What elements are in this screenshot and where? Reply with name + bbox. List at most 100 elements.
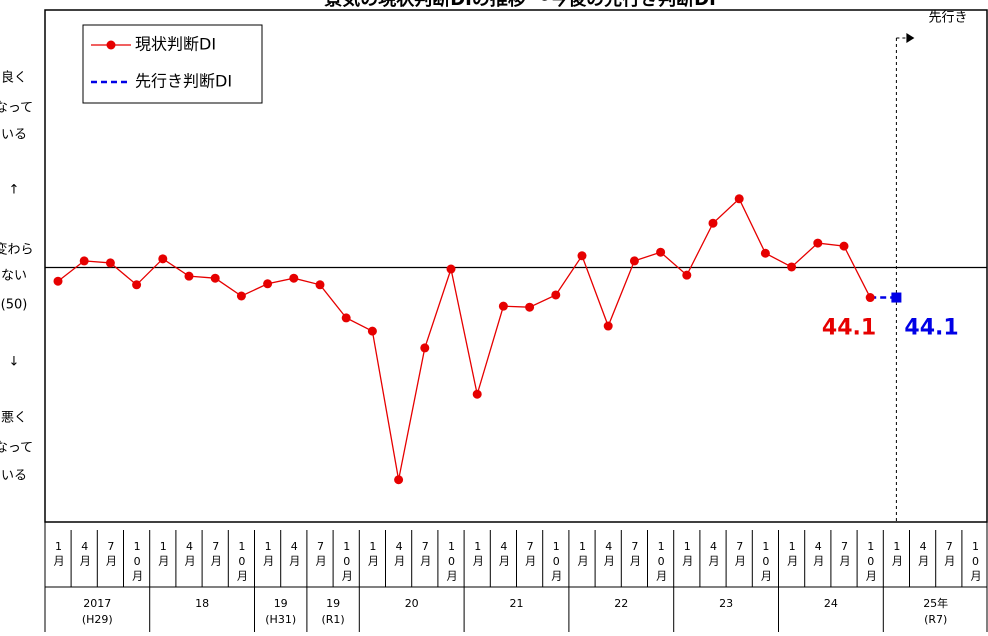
marker [577, 251, 587, 261]
x-tick-label: 4月 [707, 540, 720, 568]
x-group-label: 23 [719, 597, 733, 610]
x-tick-label: 1月 [52, 540, 65, 568]
marker [184, 271, 194, 281]
x-tick-label: 7月 [733, 540, 746, 568]
x-tick-label: 1月 [471, 540, 484, 568]
marker [708, 218, 718, 228]
y-side-label: いる [1, 469, 27, 484]
marker [289, 273, 299, 283]
marker [367, 326, 377, 336]
x-group-label: 24 [824, 597, 838, 610]
forecast-label: 先行き [928, 11, 967, 26]
x-tick-label: 7月 [419, 540, 432, 568]
marker [498, 301, 508, 311]
x-tick-label: 7月 [838, 540, 851, 568]
value-label: 44.1 [904, 316, 958, 341]
x-tick-label: 10月 [969, 540, 982, 583]
legend-label: 先行き判断DI [135, 72, 232, 91]
x-tick-label: 4月 [812, 540, 825, 568]
x-group-label: 19 [326, 597, 340, 610]
marker [865, 293, 875, 303]
x-tick-label: 10月 [235, 540, 248, 583]
y-side-label: ↓ [9, 355, 20, 370]
x-tick-label: 4月 [917, 540, 930, 568]
marker [813, 238, 823, 248]
marker [79, 256, 89, 266]
x-tick-label: 7月 [314, 540, 327, 568]
x-tick-label: 10月 [655, 540, 668, 583]
forecast-arrowhead [906, 33, 915, 43]
x-tick-label: 7月 [209, 540, 222, 568]
x-group-sublabel: (H31) [265, 613, 296, 626]
marker [394, 475, 404, 485]
y-side-label: なって [0, 441, 33, 456]
chart-title: 景気の現状判断DIの推移 ～今後の先行き判断DI [324, 0, 716, 10]
x-tick-label: 10月 [759, 540, 772, 583]
x-tick-label: 1月 [576, 540, 589, 568]
x-tick-label: 4月 [602, 540, 615, 568]
x-group-label: 19 [274, 597, 288, 610]
x-tick-label: 4月 [393, 540, 406, 568]
marker [132, 280, 142, 290]
x-group-sublabel: (H29) [82, 613, 113, 626]
y-side-label: 良く [1, 70, 27, 86]
x-group-sublabel: (R1) [321, 613, 344, 626]
x-group-label: 25年 [923, 596, 948, 610]
y-side-label: なって [0, 101, 33, 116]
x-tick-label: 1月 [681, 540, 694, 568]
marker [656, 247, 666, 257]
marker [105, 258, 115, 268]
y-side-label: 変わら [0, 242, 34, 258]
marker [682, 270, 692, 280]
x-tick-label: 7月 [104, 540, 117, 568]
x-tick-label: 1月 [890, 540, 903, 568]
x-tick-label: 7月 [628, 540, 641, 568]
y-side-label: ない [1, 269, 27, 284]
y-side-label: 悪く [1, 411, 27, 426]
marker [446, 264, 456, 274]
x-group-label: 20 [405, 597, 419, 610]
legend-box [82, 24, 263, 104]
marker [603, 321, 613, 331]
marker [210, 273, 220, 283]
x-tick-label: 4月 [497, 540, 510, 568]
x-tick-label: 10月 [131, 540, 144, 583]
y-side-label: (50) [1, 298, 28, 313]
legend-label: 現状判断DI [135, 35, 216, 54]
x-tick-label: 10月 [864, 540, 877, 583]
x-group-label: 18 [195, 597, 209, 610]
marker [315, 280, 325, 290]
marker [525, 302, 535, 312]
legend-marker [106, 40, 116, 50]
marker [839, 241, 849, 251]
x-group-label: 22 [614, 597, 628, 610]
x-tick-label: 1月 [786, 540, 799, 568]
marker [53, 276, 63, 286]
marker [158, 254, 168, 264]
marker [551, 290, 561, 300]
marker [341, 313, 351, 323]
x-tick-label: 10月 [550, 540, 563, 583]
x-tick-label: 7月 [524, 540, 537, 568]
marker [629, 256, 639, 266]
marker [734, 194, 744, 204]
marker [420, 343, 430, 353]
value-label: 44.1 [822, 316, 876, 341]
marker [891, 292, 902, 303]
x-tick-label: 7月 [943, 540, 956, 568]
x-group-sublabel: (R7) [924, 613, 947, 626]
x-group-label: 21 [510, 597, 524, 610]
x-tick-label: 4月 [183, 540, 196, 568]
x-tick-label: 10月 [445, 540, 458, 583]
x-tick-label: 4月 [288, 540, 301, 568]
y-side-label: いる [1, 128, 27, 143]
x-group-label: 2017 [83, 597, 111, 610]
plot-frame [44, 9, 988, 523]
marker [263, 279, 273, 289]
x-tick-label: 1月 [262, 540, 275, 568]
y-side-label: ↑ [9, 183, 20, 198]
x-tick-label: 1月 [366, 540, 379, 568]
marker [472, 389, 482, 399]
